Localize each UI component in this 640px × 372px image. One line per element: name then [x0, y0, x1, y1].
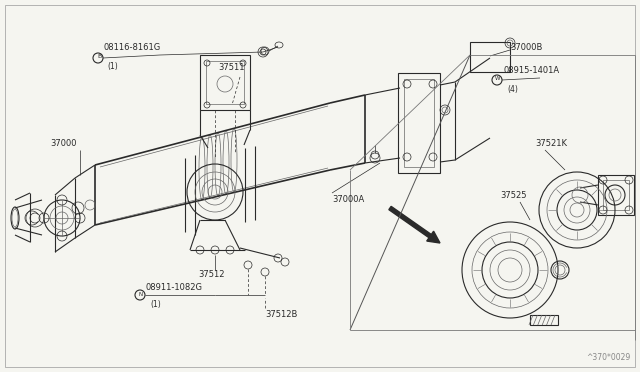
Text: 37000B: 37000B	[510, 44, 542, 52]
Bar	[398, 73, 440, 173]
Bar	[200, 55, 250, 110]
FancyArrow shape	[389, 206, 440, 243]
Text: (4): (4)	[507, 85, 518, 94]
Text: 37000: 37000	[50, 139, 77, 148]
Text: 37000A: 37000A	[332, 195, 364, 204]
Bar	[206, 61, 244, 104]
Text: 37512: 37512	[198, 270, 225, 279]
Text: 08915-1401A: 08915-1401A	[503, 66, 559, 75]
Text: ^370*0029: ^370*0029	[586, 353, 630, 362]
Text: 37521K: 37521K	[535, 139, 567, 148]
Bar	[470, 42, 510, 72]
Bar	[530, 315, 558, 325]
Text: 08911-1082G: 08911-1082G	[146, 283, 203, 292]
Text: 37512B: 37512B	[265, 310, 298, 319]
Bar	[603, 180, 629, 210]
Text: W: W	[495, 77, 500, 81]
Bar	[598, 175, 634, 215]
Text: B: B	[97, 55, 101, 60]
Text: (1): (1)	[150, 300, 161, 309]
Bar	[404, 79, 434, 167]
Text: 37511: 37511	[218, 63, 244, 72]
Text: N: N	[139, 292, 143, 296]
Text: 37525: 37525	[500, 191, 527, 200]
Text: (1): (1)	[107, 62, 118, 71]
Text: 08116-8161G: 08116-8161G	[103, 43, 160, 52]
